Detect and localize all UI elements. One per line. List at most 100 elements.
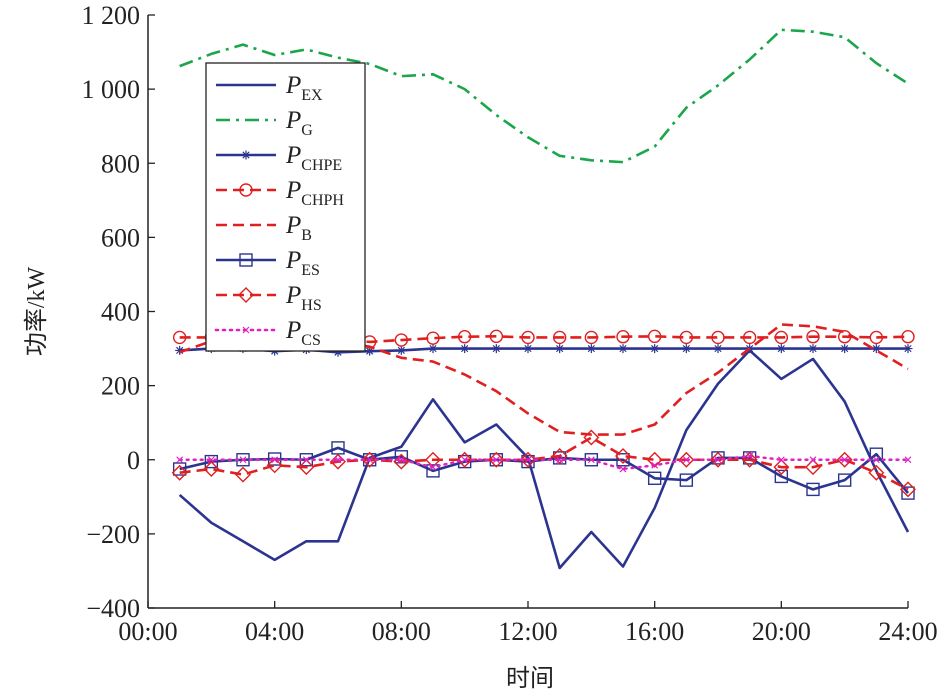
data-point xyxy=(584,330,599,345)
data-point xyxy=(710,451,726,468)
data-point xyxy=(773,459,790,476)
data-point xyxy=(714,456,722,464)
legend-item-chpe: PCHPE xyxy=(216,142,342,174)
series-line xyxy=(179,446,910,494)
data-point xyxy=(457,330,472,344)
legend-item-cs: PCS xyxy=(214,317,321,349)
data-point xyxy=(713,344,723,354)
y-tick-label: −200 xyxy=(86,520,140,549)
data-point xyxy=(394,333,409,347)
data-point xyxy=(836,451,853,468)
data-point xyxy=(235,466,251,483)
legend-label: PCHPH xyxy=(285,177,344,209)
data-point xyxy=(333,347,343,357)
y-axis-label: 功率/kW xyxy=(23,266,50,356)
data-point xyxy=(239,456,247,464)
y-axis: −400 −200 0 200 400 600 800 1 000 1 200 xyxy=(82,1,155,623)
data-point xyxy=(679,330,694,345)
data-point xyxy=(871,344,881,354)
data-point xyxy=(678,451,695,468)
data-point xyxy=(171,464,188,481)
series-line xyxy=(178,454,910,471)
data-point xyxy=(426,464,440,478)
data-point xyxy=(396,345,406,355)
data-point xyxy=(521,330,535,345)
data-point xyxy=(681,344,691,354)
data-point xyxy=(647,329,662,344)
data-point xyxy=(774,469,789,484)
legend-item-chph: PCHPH xyxy=(216,177,344,209)
x-axis: 00:00 04:00 08:00 12:00 16:00 20:00 24:00 xyxy=(118,601,938,646)
data-point xyxy=(426,331,440,345)
series-ex xyxy=(178,349,910,570)
y-tick-label: 0 xyxy=(127,446,140,475)
data-point xyxy=(172,330,187,345)
data-point xyxy=(774,330,789,345)
data-point xyxy=(901,486,915,500)
data-point xyxy=(901,330,915,344)
data-point xyxy=(618,344,628,354)
series-es xyxy=(172,441,915,500)
data-point xyxy=(711,330,725,345)
data-point xyxy=(456,451,473,468)
data-point xyxy=(267,452,282,466)
data-point xyxy=(682,456,690,464)
legend-item-hs: PHS xyxy=(216,282,322,314)
data-point xyxy=(461,456,469,464)
data-point xyxy=(646,451,663,468)
x-tick-label: 12:00 xyxy=(498,617,557,646)
data-point xyxy=(840,344,850,354)
x-tick-label: 08:00 xyxy=(372,617,431,646)
legend-marker xyxy=(241,150,251,160)
data-point xyxy=(776,344,786,354)
legend-label: PHS xyxy=(285,282,322,314)
data-point xyxy=(203,461,220,478)
data-point xyxy=(491,344,501,354)
data-point xyxy=(872,456,880,464)
data-point xyxy=(619,465,627,473)
data-point xyxy=(271,456,279,464)
legend-label: PCHPE xyxy=(285,142,342,174)
legend-label: PES xyxy=(285,247,320,279)
data-point xyxy=(583,429,600,446)
data-point xyxy=(520,451,536,468)
x-tick-label: 00:00 xyxy=(118,617,177,646)
data-point xyxy=(651,461,659,469)
series-line xyxy=(178,349,910,570)
data-point xyxy=(616,453,630,467)
data-point xyxy=(302,456,310,464)
data-point xyxy=(679,473,694,487)
data-point xyxy=(806,482,820,497)
data-point xyxy=(175,345,185,355)
series-layer xyxy=(171,28,916,570)
legend-marker xyxy=(238,287,254,303)
legend-item-es: PES xyxy=(216,247,320,279)
data-point xyxy=(397,456,405,464)
data-point xyxy=(555,344,565,354)
data-point xyxy=(176,456,184,464)
data-point xyxy=(903,344,913,354)
data-point xyxy=(808,344,818,354)
legend-label: PCS xyxy=(285,317,321,349)
data-point xyxy=(587,456,595,464)
legend-item-g: PG xyxy=(216,107,313,139)
x-axis-label: 时间 xyxy=(506,665,554,692)
data-point xyxy=(777,456,785,464)
data-point xyxy=(742,330,757,345)
y-tick-label: 1 200 xyxy=(82,1,141,30)
data-point xyxy=(366,456,374,464)
series-line xyxy=(179,28,909,164)
legend-marker xyxy=(239,183,253,197)
legend-item-b: PB xyxy=(216,212,312,244)
x-tick-label: 20:00 xyxy=(752,617,811,646)
legend-label: PG xyxy=(285,107,313,139)
legend-item-ex: PEX xyxy=(216,72,323,104)
data-point xyxy=(647,471,662,485)
data-point xyxy=(904,456,912,464)
data-point xyxy=(524,456,532,464)
y-tick-label: 400 xyxy=(101,298,140,327)
y-tick-label: 600 xyxy=(101,223,140,252)
data-point xyxy=(172,462,187,476)
